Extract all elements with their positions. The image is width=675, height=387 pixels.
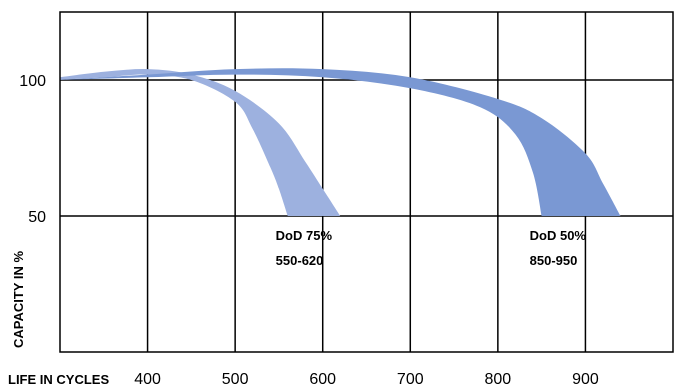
capacity-band	[60, 68, 621, 217]
capacity-bands	[60, 68, 621, 217]
x-axis-title: LIFE IN CYCLES	[8, 372, 109, 387]
band-annotation: 550-620	[276, 253, 324, 268]
band-annotation: DoD 50%	[530, 228, 587, 243]
y-tick-label: 50	[28, 209, 46, 226]
plot-border	[59, 11, 674, 353]
x-axis-ticks: 400 500 600 700 800 900	[134, 371, 599, 387]
band-annotation: 850-950	[530, 253, 578, 268]
y-tick-label: 100	[19, 73, 46, 90]
x-tick-label: 500	[222, 371, 249, 387]
plot-frame	[59, 11, 674, 353]
band-annotations: DoD 75% 550-620 DoD 50% 850-950	[276, 228, 587, 268]
x-tick-label: 600	[309, 371, 336, 387]
x-tick-label: 900	[572, 371, 599, 387]
x-tick-label: 800	[485, 371, 512, 387]
capacity-band	[60, 69, 341, 216]
y-axis-ticks: 50 100	[19, 73, 46, 226]
x-tick-label: 700	[397, 371, 424, 387]
band-annotation: DoD 75%	[276, 228, 333, 243]
y-axis-title: CAPACITY IN %	[11, 251, 26, 348]
x-tick-label: 400	[134, 371, 161, 387]
